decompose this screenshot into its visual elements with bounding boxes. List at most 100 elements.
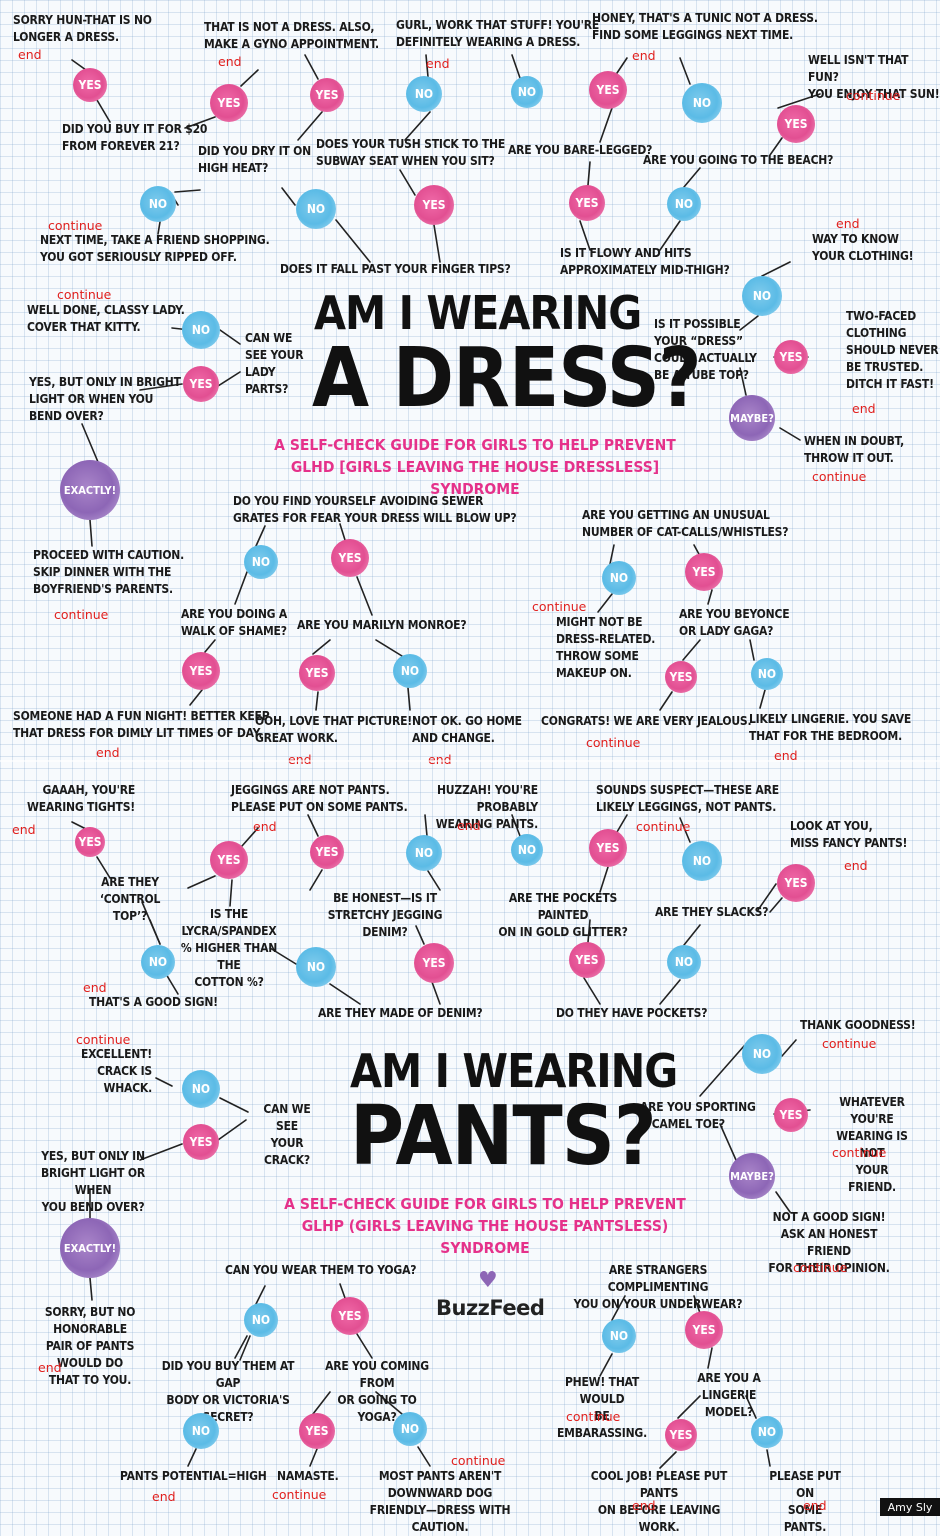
connector-line (609, 544, 615, 565)
connector-line (761, 261, 791, 277)
annotation-continue: continue (793, 1260, 848, 1275)
annotation-continue: continue (822, 1036, 877, 1051)
connector-line (356, 1333, 373, 1359)
pants-flow-text: Thank goodness! (800, 1018, 916, 1032)
connector-line (89, 519, 93, 547)
pants-flow-text: Pants potential=High (120, 1469, 267, 1483)
connector-line (415, 925, 425, 945)
no-bubble: No (511, 834, 543, 866)
connector-line (587, 161, 591, 186)
connector-line (219, 1097, 249, 1113)
connector-line (187, 1448, 197, 1467)
annotation-continue: continue (54, 607, 109, 622)
yes-bubble: Yes (310, 835, 344, 869)
pants-flow-text: Jeggings are not pants. Please put on so… (231, 783, 408, 814)
connector-line (766, 1449, 771, 1467)
connector-line (312, 1391, 331, 1415)
annotation-end: end (426, 56, 450, 71)
yes-bubble: Yes (73, 68, 107, 102)
connector-line (683, 167, 701, 188)
dress-flow-text: Ooh, love that picture! Great work. (255, 714, 412, 745)
connector-line (749, 639, 755, 661)
connector-line (587, 919, 591, 943)
annotation-continue: continue (832, 1145, 887, 1160)
dress-flow-text: Do you find yourself avoiding sewer grat… (233, 494, 517, 525)
connector-line (707, 1347, 713, 1369)
connector-line (335, 219, 371, 263)
dress-flow-text: Not OK. Go home and change. (412, 714, 522, 745)
connector-line (189, 689, 203, 706)
connector-line (417, 1446, 431, 1467)
connector-line (149, 919, 161, 945)
pants-flow-text: Sorry, but no honorable pair of pants wo… (44, 1305, 136, 1387)
dress-flow-text: Two-faced clothing should never be trust… (846, 309, 939, 391)
pants-subtitle: A self-check guide for girls to help pre… (284, 1195, 686, 1257)
section-divider (0, 760, 940, 762)
connector-line (659, 1451, 677, 1469)
exactly-bubble: Exactly! (60, 460, 120, 520)
annotation-end: end (152, 1489, 176, 1504)
no-bubble: No (183, 1413, 219, 1449)
connector-line (616, 57, 628, 74)
connector-line (431, 981, 441, 1005)
connector-line (739, 367, 747, 396)
annotation-end: end (18, 47, 42, 62)
pants-flow-text: Is the Lycra/Spandex % higher than the c… (180, 907, 278, 989)
annotation-continue: continue (76, 1032, 131, 1047)
pants-flow-text: Are strangers complimenting you on your … (573, 1263, 743, 1311)
connector-line (404, 111, 431, 141)
dress-flow-text: That is NOT a dress. Also, make a gyno a… (204, 20, 379, 51)
no-bubble: No (296, 947, 336, 987)
connector-line (89, 1277, 93, 1301)
dress-flow-text: Are you Beyonce or Lady Gaga? (679, 607, 790, 638)
pants-flow-text: Are they slacks? (655, 905, 769, 919)
dress-title-line2: A Dress? (312, 331, 702, 426)
yes-bubble: Yes (210, 84, 248, 122)
connector-line (599, 107, 613, 143)
no-bubble: No (742, 1034, 782, 1074)
connector-line (96, 99, 111, 123)
dress-flow-text: Next time, take a friend shopping. You g… (40, 233, 270, 264)
dress-title-line1: Am I Wearing (314, 286, 642, 340)
connector-line (375, 639, 403, 657)
yes-bubble: Yes (299, 655, 335, 691)
pants-flow-text: Are they ‘control top’? (99, 875, 161, 923)
annotation-continue: continue (586, 735, 641, 750)
connector-line (659, 691, 673, 711)
pants-title-line1: Am I Wearing (350, 1044, 678, 1098)
connector-line (356, 576, 373, 616)
yes-bubble: Yes (774, 1098, 808, 1132)
pants-flow-text: Namaste. (277, 1469, 339, 1483)
no-bubble: No (751, 1416, 783, 1448)
pants-title-line2: Pants? (350, 1089, 657, 1184)
yes-bubble: Yes (777, 105, 815, 143)
yes-bubble: Yes (331, 1297, 369, 1335)
pants-flow-text: Not a good sign! Ask an honest friend fo… (768, 1210, 890, 1275)
no-bubble: No (244, 545, 278, 579)
connector-line (315, 691, 319, 711)
dress-flow-text: Does your tush stick to the subway seat … (316, 137, 506, 168)
connector-line (297, 111, 323, 141)
dress-flow-text: Are you bare-legged? (508, 143, 653, 157)
connector-line (583, 977, 601, 1005)
no-bubble: No (602, 1319, 636, 1353)
annotation-continue: continue (532, 599, 587, 614)
annotation-end: end (12, 822, 36, 837)
yes-bubble: Yes (685, 553, 723, 591)
no-bubble: No (406, 76, 442, 112)
no-bubble: No (296, 189, 336, 229)
pants-flow-text: Are you coming from or going to yoga? (325, 1359, 429, 1424)
connector-line (699, 1045, 745, 1097)
pants-flow-text: Are you sporting a camel toe? (640, 1100, 756, 1131)
dress-flow-text: Gurl, work that stuff! You're definitely… (396, 18, 600, 49)
connector-line (157, 221, 161, 235)
pants-flow-text: Gaaah, you're wearing tights! (27, 783, 135, 814)
dress-flow-text: Can we see your lady parts? (245, 331, 304, 396)
dress-flow-text: Did you dry it on high heat? (198, 144, 311, 175)
pants-flow-text: Are the pockets painted on in gold glitt… (498, 891, 628, 939)
annotation-end: end (632, 1498, 656, 1513)
connector-line (781, 1039, 797, 1057)
yes-bubble: Yes (182, 652, 220, 690)
dress-flow-text: Is it flowy and hits approximately mid-t… (560, 246, 730, 277)
